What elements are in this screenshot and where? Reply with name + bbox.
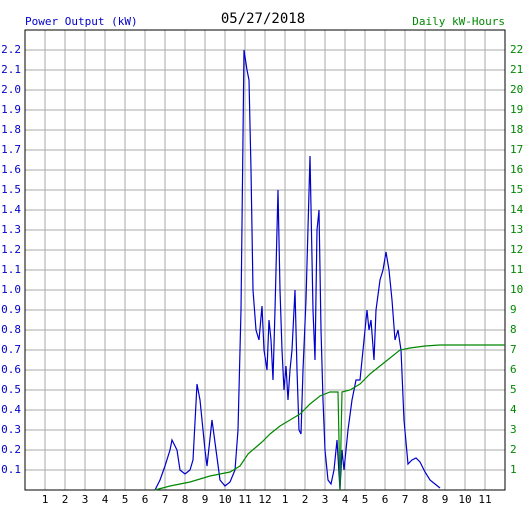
y2-tick-label: 16 [510,163,523,176]
y2-tick-label: 6 [510,363,517,376]
y2-tick-label: 20 [510,83,523,96]
x-tick-label: 2 [302,493,309,506]
y-tick-label: 1.2 [1,243,21,256]
y-tick-label: 0.1 [1,463,21,476]
y-tick-label: 1.4 [1,203,21,216]
y-tick-label: 2.1 [1,63,21,76]
x-tick-label: 9 [442,493,449,506]
y2-tick-label: 8 [510,323,517,336]
y2-tick-label: 7 [510,343,517,356]
y2-tick-label: 4 [510,403,517,416]
y2-tick-label: 18 [510,123,523,136]
series-line [154,49,441,491]
x-tick-label: 11 [478,493,491,506]
y-tick-label: 2.2 [1,43,21,56]
x-tick-label: 8 [422,493,429,506]
x-tick-label: 7 [402,493,409,506]
x-tick-label: 7 [162,493,169,506]
x-tick-label: 10 [458,493,471,506]
y-tick-label: 0.9 [1,303,21,316]
x-tick-label: 3 [322,493,329,506]
y2-tick-label: 21 [510,63,523,76]
x-tick-label: 5 [362,493,369,506]
x-tick-label: 6 [382,493,389,506]
y2-tick-label: 19 [510,103,523,116]
y-tick-label: 1.9 [1,103,21,116]
y2-tick-label: 15 [510,183,523,196]
y-tick-label: 1.6 [1,163,21,176]
y2-tick-label: 12 [510,243,523,256]
chart-title: 05/27/2018 [221,11,305,27]
x-tick-label: 2 [62,493,69,506]
y-tick-label: 1.1 [1,263,21,276]
x-tick-label: 9 [202,493,209,506]
y-tick-label: 0.3 [1,423,21,436]
y2-tick-label: 17 [510,143,523,156]
x-tick-label: 1 [42,493,49,506]
y2-tick-label: 11 [510,263,523,276]
y-tick-label: 1.7 [1,143,21,156]
y2-tick-label: 5 [510,383,517,396]
x-tick-label: 11 [238,493,251,506]
y-tick-label: 0.4 [1,403,21,416]
y-tick-label: 0.5 [1,383,21,396]
x-tick-label: 3 [82,493,89,506]
x-tick-label: 1 [282,493,289,506]
y2-tick-label: 2 [510,443,517,456]
x-tick-label: 6 [142,493,149,506]
y-tick-label: 0.7 [1,343,21,356]
x-tick-label: 10 [218,493,231,506]
x-tick-label: 8 [182,493,189,506]
y2-tick-label: 22 [510,43,523,56]
x-tick-label: 4 [102,493,109,506]
y-tick-label: 1.8 [1,123,21,136]
y2-tick-label: 9 [510,303,517,316]
y2-axis-label: Daily kW-Hours [412,15,505,28]
plot-frame [24,29,506,491]
y2-tick-label: 14 [510,203,524,216]
y-tick-label: 1.5 [1,183,21,196]
y-tick-label: 2.0 [1,83,21,96]
y2-tick-label: 13 [510,223,523,236]
x-tick-label: 5 [122,493,129,506]
y-tick-label: 0.6 [1,363,21,376]
y2-tick-label: 10 [510,283,523,296]
x-tick-label: 4 [342,493,349,506]
series-line [154,344,505,491]
y-axis-label: Power Output (kW) [25,15,138,28]
y2-tick-label: 1 [510,463,517,476]
x-tick-label: 12 [258,493,271,506]
y-tick-label: 1.3 [1,223,21,236]
y2-tick-label: 3 [510,423,517,436]
y-tick-label: 1.0 [1,283,21,296]
y-tick-label: 0.8 [1,323,21,336]
y-tick-label: 0.2 [1,443,21,456]
